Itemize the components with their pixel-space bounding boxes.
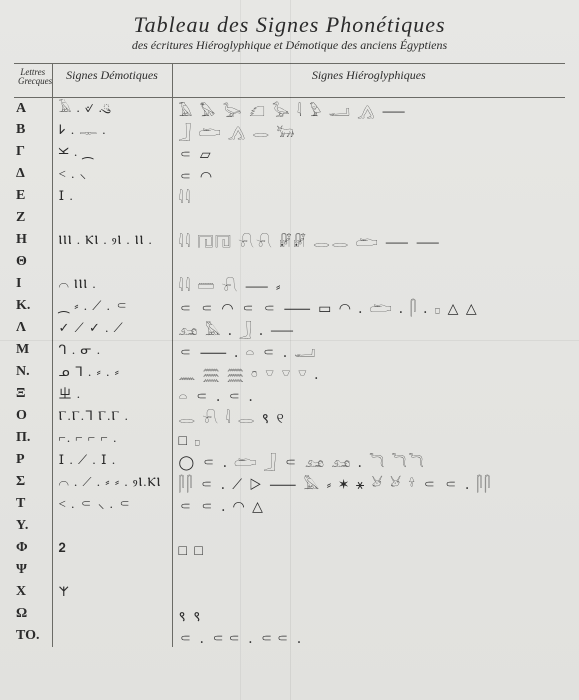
cell-greek-letter: ΤΟ. [14,625,52,647]
cell-hieroglyphic-signs [172,207,565,229]
cell-demotic-signs: 𓄿 . ୰ .ུ [52,97,172,119]
cell-greek-letter: N. [14,361,52,383]
cell-greek-letter: Ψ [14,559,52,581]
cell-demotic-signs: ㄓ . [52,383,172,405]
cell-greek-letter: K. [14,295,52,317]
cell-greek-letter: Θ [14,251,52,273]
cell-demotic-signs [52,603,172,625]
cell-greek-letter: E [14,185,52,207]
col-header-demotic: Signes Démotiques [52,64,172,98]
cell-demotic-signs: < . ⸜ [52,163,172,185]
manuscript-sheet: Tableau des Signes Phonétiques des écrit… [0,0,579,700]
cell-demotic-signs: ⌐. ⌐ ⌐ ⌐ . [52,427,172,449]
cell-greek-letter: A [14,97,52,119]
cell-greek-letter: P [14,449,52,471]
cell-demotic-signs [52,625,172,647]
cell-demotic-signs: ⌒ . ⟋ . ⸗ ⸗ . ⳋⲒ.ⲔⲒ [52,471,172,493]
cell-demotic-signs: ᒉ . ᓂ . [52,339,172,361]
paper-fold-vertical [290,0,291,700]
paper-fold-horizontal [0,340,579,341]
cell-greek-letter: Υ. [14,515,52,537]
cell-hieroglyphic-signs [172,251,565,273]
cell-hieroglyphic-signs: 𓋴𓋴 ⸦ . ⟋ ▷ ⸺ 𓅓 ⸗ ✶ ⚹ 𓃾 𓃾 𓍊 ⸦ ⸦ . 𓋴𓋴 [172,471,565,493]
cell-hieroglyphic-signs: ◯ ⸦ . 𓂧 𓃀 ⸦ 𓃭 𓃭 . 𓆓 𓆓𓆓 [172,449,565,471]
cell-hieroglyphic-signs: 𓇋𓇋 𓉔𓉔 𓍯𓍯 𓏞𓏞 𓂋𓂋 𓂧 ⸺ ⸺ [172,229,565,251]
cell-hieroglyphic-signs: 𓂋 𓍯 𓇋 𓂋 ९ ୧ [172,405,565,427]
cell-hieroglyphic-signs: □ 𓊪 [172,427,565,449]
cell-greek-letter: O [14,405,52,427]
cell-hieroglyphic-signs: 𓈖 𓈗 𓈗 𓏌 𓎺 𓎺 𓎺 . [172,361,565,383]
cell-hieroglyphic-signs: 𓇋𓇋 𓏠 𓍯 ⸺ ⸗ [172,273,565,295]
cell-greek-letter: B [14,119,52,141]
cell-hieroglyphic-signs: ⸦ ⸺ . 𓏏 ⸦ . 𓂝 [172,339,565,361]
cell-demotic-signs: 𝟐 [52,537,172,559]
cell-greek-letter: X [14,581,52,603]
cell-greek-letter: Ω [14,603,52,625]
cell-demotic-signs: 𝖨 . ⟋ . 𝖨 . [52,449,172,471]
cell-demotic-signs [52,559,172,581]
cell-hieroglyphic-signs: 𓇋𓇋 [172,185,565,207]
cell-demotic-signs: 𝖨 . [52,185,172,207]
col-header-hiero: Signes Hiéroglyphiques [172,64,565,98]
cell-hieroglyphic-signs: ⸦ ⸦ . ◠ △ [172,493,565,515]
cell-demotic-signs [52,207,172,229]
cell-demotic-signs: 𐌙 [52,581,172,603]
cell-demotic-signs: < . ⸦ ⸜ . ⸦ [52,493,172,515]
cell-greek-letter: I [14,273,52,295]
cell-greek-letter: Δ [14,163,52,185]
cell-hieroglyphic-signs: 𓃭 𓅓 . 𓃀 . ⸺ [172,317,565,339]
col-header-greek: Lettres Grecques [14,64,52,98]
cell-demotic-signs [52,515,172,537]
cell-greek-letter: Π. [14,427,52,449]
cell-demotic-signs: ✓ ⟋ ✓ . ⟋ [52,317,172,339]
cell-hieroglyphic-signs: 𓄿 𓅃 𓅬 𓆎 𓅭 𓇋 𓅱 𓂝 𓂻 ⸺ [172,97,565,119]
cell-hieroglyphic-signs: ⸦ ▱ [172,141,565,163]
cell-hieroglyphic-signs: □ □ [172,537,565,559]
cell-demotic-signs: 𐌋 . 𓊃 . [52,119,172,141]
cell-hieroglyphic-signs: ⸦ ◠ [172,163,565,185]
cell-greek-letter: Z [14,207,52,229]
cell-hieroglyphic-signs: 𓃀 𓂧 𓂻 𓂋 𓃒 [172,119,565,141]
cell-hieroglyphic-signs: ⸦ . ⸦⸦ . ⸦⸦ . [172,625,565,647]
cell-hieroglyphic-signs [172,559,565,581]
cell-greek-letter: M [14,339,52,361]
cell-greek-letter: H [14,229,52,251]
cell-greek-letter: Σ [14,471,52,493]
cell-hieroglyphic-signs [172,581,565,603]
cell-demotic-signs: ⲒⲒⲒ . ⲔⲒ . ⳋⲒ . ⲒⲒ . [52,229,172,251]
cell-demotic-signs: ᓄ ᒣ . ⸗ . ⸗ [52,361,172,383]
cell-greek-letter: Ξ [14,383,52,405]
cell-demotic-signs [52,251,172,273]
cell-hieroglyphic-signs: ९ ९ [172,603,565,625]
cell-demotic-signs: ⁔ ⸗ . ⟋ . ⸦ [52,295,172,317]
cell-greek-letter: Φ [14,537,52,559]
cell-hieroglyphic-signs: 𓏏 ⸦ . ⸦ . [172,383,565,405]
cell-hieroglyphic-signs: ⸦ ⸦ ◠ ⸦ ⸦ ⸺ ▭ ◠ . 𓂧 . 𓋴 . 𓊪 △ △ [172,295,565,317]
cell-hieroglyphic-signs [172,515,565,537]
cell-demotic-signs: ⌒ ⲒⲒⲒ . [52,273,172,295]
cell-demotic-signs: 𝈎 . ⁔ [52,141,172,163]
cell-demotic-signs: Ⲅ.Ⲅ.ᒣ Ⲅ.Ⲅ . [52,405,172,427]
cell-greek-letter: T [14,493,52,515]
cell-greek-letter: Γ [14,141,52,163]
cell-greek-letter: Λ [14,317,52,339]
